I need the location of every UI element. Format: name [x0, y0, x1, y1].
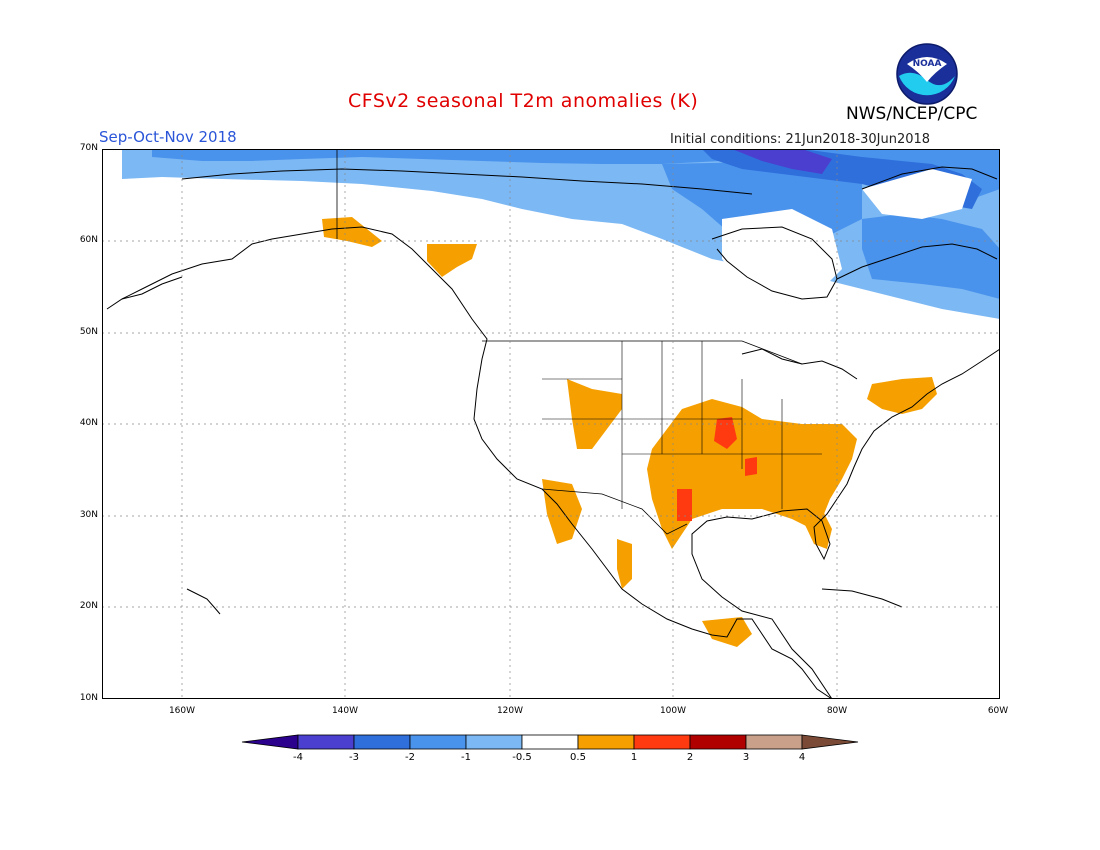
- colorbar-segment-8: [689, 734, 747, 750]
- colorbar-label-minus-2: -2: [405, 752, 415, 763]
- colorbar-segment-9: [745, 734, 803, 750]
- map-panel: [102, 149, 1000, 699]
- us-canada-border: [482, 340, 803, 365]
- colorbar-segment-4: [465, 734, 523, 750]
- colorbar-segment-5: [521, 734, 579, 750]
- colorbar-label-minus-1: -1: [461, 752, 471, 763]
- lon-label-60w: 60W: [987, 706, 1009, 716]
- anomaly-region-central-america-orange: [702, 617, 752, 647]
- coastline-gulf: [691, 348, 1000, 699]
- coastline-greenland: [861, 166, 998, 190]
- political-borders: [336, 149, 822, 535]
- lon-label-160w: 160W: [168, 706, 196, 716]
- colorbar-label-1: 1: [630, 752, 638, 763]
- grid-lines: [102, 149, 1000, 699]
- season-label: Sep-Oct-Nov 2018: [99, 128, 237, 146]
- coastlines: [106, 166, 1000, 699]
- anomaly-region-florida-orange: [802, 509, 832, 549]
- lat-label-10n: 10N: [79, 693, 98, 703]
- anomaly-region-arkansas-red: [745, 457, 757, 476]
- lat-label-70n: 70N: [79, 143, 98, 153]
- us-mexico-border: [541, 488, 688, 535]
- colorbar-label-minus-3: -3: [349, 752, 359, 763]
- noaa-logo-icon: NOAA: [896, 43, 958, 105]
- colorbar: [241, 734, 859, 750]
- colorbar-label-minus-4: -4: [293, 752, 303, 763]
- colorbar-segment-below-minus-4: [241, 734, 299, 750]
- colorbar-label-4: 4: [798, 752, 806, 763]
- chart-title: CFSv2 seasonal T2m anomalies (K): [348, 90, 699, 112]
- coastline-arctic: [181, 168, 753, 195]
- us-state-borders: [542, 341, 822, 509]
- lat-label-30n: 30N: [79, 510, 98, 520]
- lat-label-50n: 50N: [79, 327, 98, 337]
- colorbar-label-3: 3: [742, 752, 750, 763]
- lon-label-140w: 140W: [331, 706, 359, 716]
- lat-label-40n: 40N: [79, 418, 98, 428]
- colorbar-segment-6: [577, 734, 635, 750]
- lon-label-80w: 80W: [826, 706, 848, 716]
- anomaly-region-mexico-orange: [542, 479, 582, 544]
- lat-label-60n: 60N: [79, 235, 98, 245]
- logo-text: NOAA: [913, 59, 942, 69]
- anomaly-region-northeast-orange: [867, 377, 937, 414]
- lon-label-120w: 120W: [496, 706, 524, 716]
- colorbar-segment-2: [353, 734, 411, 750]
- anomaly-shading: [122, 149, 1000, 647]
- greenland-neutral: [862, 169, 972, 219]
- colorbar-segment-7: [633, 734, 691, 750]
- coastline-cuba: [821, 588, 903, 608]
- lon-label-100w: 100W: [659, 706, 687, 716]
- anomaly-region-bc-orange: [427, 244, 477, 277]
- colorbar-segments: [241, 734, 859, 750]
- colorbar-label-2: 2: [686, 752, 694, 763]
- colorbar-label-0-5: 0.5: [570, 752, 586, 763]
- coastline-aleutians: [106, 276, 183, 310]
- coastline-hawaii: [186, 588, 221, 615]
- initial-conditions-label: Initial conditions: 21Jun2018-30Jun2018: [670, 132, 931, 147]
- colorbar-segment-above-4: [801, 734, 859, 750]
- hudson-bay-neutral: [722, 209, 842, 294]
- anomaly-region-mexico-pacific-orange: [617, 539, 632, 589]
- anomaly-region-archipelago-darkest: [732, 149, 832, 174]
- organization-label: NWS/NCEP/CPC: [846, 104, 978, 124]
- anomaly-region-missouri-red: [714, 417, 737, 449]
- anomaly-region-labrador-medium: [862, 214, 1000, 299]
- coastline-labrador: [836, 243, 998, 280]
- anomaly-region-texas-red: [677, 489, 692, 521]
- colorbar-segment-1: [297, 734, 355, 750]
- colorbar-segment-3: [409, 734, 467, 750]
- coastline-mainland: [121, 226, 833, 699]
- colorbar-label-minus-0-5: -0.5: [512, 752, 532, 763]
- anomaly-region-rockies-orange: [567, 379, 622, 449]
- coastline-hudson-bay: [711, 226, 838, 300]
- lat-label-20n: 20N: [79, 601, 98, 611]
